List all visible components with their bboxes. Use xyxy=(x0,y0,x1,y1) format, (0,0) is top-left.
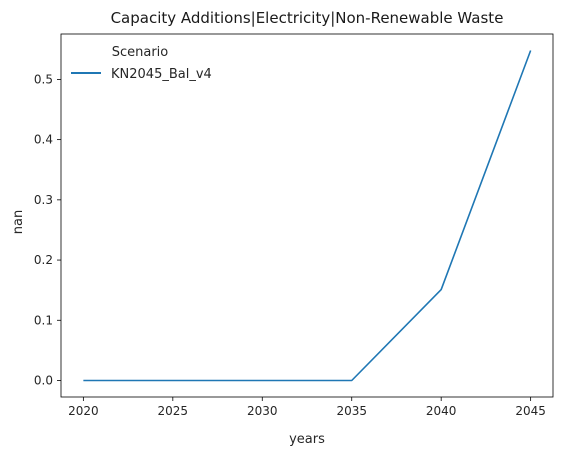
x-axis-label: years xyxy=(289,432,325,447)
x-axis: 2020 2025 2030 2035 2040 2045 xyxy=(68,397,546,418)
x-tick-label: 2025 xyxy=(158,404,189,418)
x-tick-label: 2035 xyxy=(336,404,367,418)
series-group xyxy=(83,50,532,382)
y-tick-label: 0.3 xyxy=(34,193,53,207)
axes-frame xyxy=(60,33,554,398)
y-axis: 0.0 0.1 0.2 0.3 0.4 0.5 xyxy=(34,72,61,388)
legend: Scenario KN2045_Bal_v4 xyxy=(71,45,212,82)
y-axis-label: nan xyxy=(11,210,26,234)
legend-label: KN2045_Bal_v4 xyxy=(111,67,212,82)
y-tick-label: 0.5 xyxy=(34,72,53,86)
x-tick-label: 2045 xyxy=(515,404,546,418)
y-tick-label: 0.0 xyxy=(34,374,53,388)
x-tick-label: 2020 xyxy=(68,404,99,418)
y-tick-label: 0.4 xyxy=(34,133,53,147)
y-tick-label: 0.2 xyxy=(34,253,53,267)
legend-title: Scenario xyxy=(112,45,169,60)
x-tick-label: 2030 xyxy=(247,404,278,418)
series-line xyxy=(83,50,532,382)
x-tick-label: 2040 xyxy=(426,404,457,418)
chart-title: Capacity Additions|Electricity|Non-Renew… xyxy=(111,9,504,27)
y-tick-label: 0.1 xyxy=(34,313,53,327)
plot-area xyxy=(60,33,554,398)
